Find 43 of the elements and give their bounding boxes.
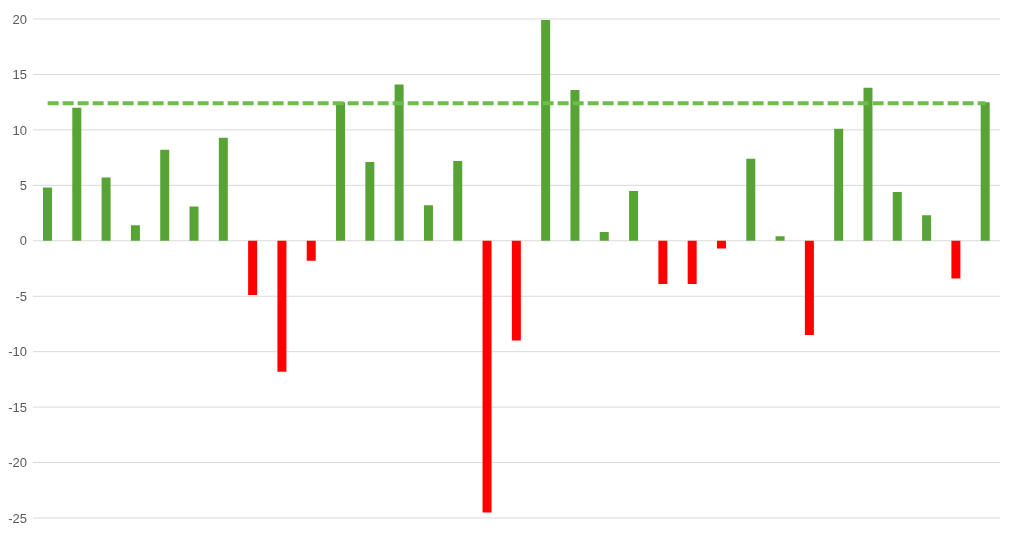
bar [980,102,990,241]
bar [599,231,609,241]
y-tick-label: 15 [12,67,27,83]
y-tick-label: -25 [8,510,27,526]
y-tick-label: 0 [19,233,27,249]
bar [863,87,873,241]
bar [834,128,844,241]
y-tick-label: -10 [8,344,27,360]
bar [804,240,814,336]
bar [248,240,258,296]
bar [482,240,492,513]
bar [511,240,521,341]
bar [394,84,404,241]
bar [277,240,287,372]
bar [306,240,316,261]
bar [922,215,932,241]
bar [423,205,433,241]
y-tick-label: 20 [12,11,27,27]
bar [687,240,697,285]
bar [130,225,140,241]
y-tick-label: 10 [12,122,27,138]
bar [716,240,726,249]
y-tick-label: -20 [8,455,27,471]
bar [189,206,199,241]
bar [218,137,228,241]
y-tick-label: 5 [19,177,27,193]
bar [658,240,668,285]
bar [72,107,82,241]
bar [160,149,170,241]
bar [892,191,902,241]
bar [746,158,756,241]
bar [43,187,52,241]
bar [101,177,111,241]
bar [951,240,961,279]
bar [629,190,639,241]
bar [453,160,463,241]
y-tick-label: -15 [8,399,27,415]
bar [775,236,785,241]
y-tick-label: -5 [15,288,27,304]
bar [336,102,346,241]
bar [570,89,580,241]
bar [541,20,551,241]
bar [365,162,375,241]
